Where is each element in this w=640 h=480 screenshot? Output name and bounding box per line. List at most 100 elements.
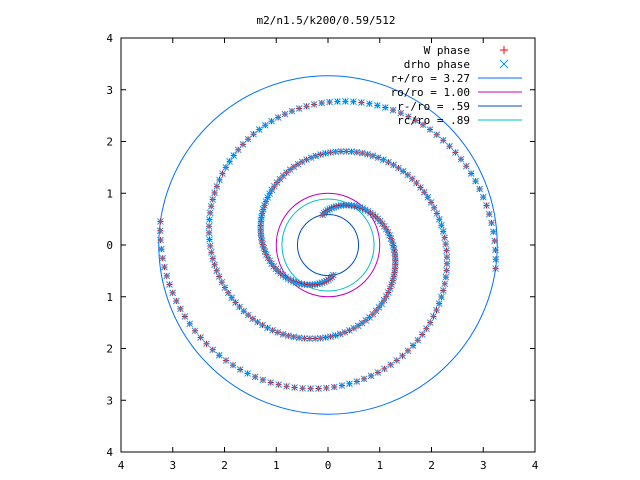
drho-phase-point — [269, 326, 276, 334]
drho-phase-point — [205, 229, 213, 237]
drho-phase-point — [259, 376, 267, 384]
drho-phase-point — [337, 148, 345, 155]
drho-phase-point — [462, 162, 470, 170]
drho-phase-point — [323, 384, 330, 392]
drho-phase-point — [399, 352, 406, 360]
drho-phase-point — [353, 148, 361, 156]
drho-phase-point — [218, 278, 226, 286]
drho-phase-point — [244, 135, 252, 143]
drho-phase-point — [358, 149, 366, 157]
y-tick-label: 3 — [106, 84, 113, 97]
drho-phase-point — [332, 332, 339, 339]
drho-phase-point — [381, 365, 388, 373]
drho-phase-point — [427, 199, 435, 206]
drho-phase-point — [209, 196, 217, 203]
drho-phase-point — [479, 193, 487, 201]
drho-phase-point — [244, 370, 251, 377]
drho-phase-point — [234, 146, 242, 154]
drho-phase-point — [433, 210, 441, 217]
y-tick-label: 2 — [106, 136, 113, 149]
drho-phase-point — [259, 206, 267, 213]
legend-label: r-/ro = .59 — [397, 100, 470, 113]
drho-phase-point — [291, 384, 298, 391]
drho-phase-point — [226, 157, 233, 165]
drho-phase-point — [381, 104, 389, 111]
drho-phase-point — [264, 324, 271, 332]
drho-phase-point — [390, 161, 397, 169]
drho-phase-point — [206, 242, 214, 250]
drho-phase-point — [492, 246, 499, 254]
drho-phase-point — [334, 98, 341, 105]
drho-phase-point — [258, 210, 266, 217]
drho-phase-point — [399, 167, 407, 175]
drho-phase-point — [395, 164, 402, 172]
drho-phase-point — [397, 109, 405, 117]
drho-phase-point — [441, 234, 448, 242]
drho-phase-point — [259, 321, 266, 329]
drho-phase-point — [438, 221, 445, 229]
phase-points — [156, 98, 500, 392]
drho-phase-point — [348, 148, 355, 156]
drho-phase-point — [358, 319, 366, 327]
drho-phase-point — [295, 334, 303, 342]
drho-phase-point — [222, 164, 230, 171]
drho-phase-point — [435, 215, 443, 223]
drho-phase-point — [442, 273, 450, 281]
drho-phase-point — [283, 382, 290, 390]
drho-phase-point — [430, 204, 438, 212]
drho-phase-point — [205, 222, 213, 230]
drho-phase-point — [374, 102, 381, 109]
drho-phase-point — [206, 236, 213, 243]
drho-phase-point — [472, 177, 479, 185]
drho-phase-point — [157, 245, 165, 253]
drho-phase-point — [275, 381, 282, 388]
drho-phase-point — [316, 334, 324, 342]
drho-phase-point — [483, 202, 490, 209]
drho-phase-point — [390, 273, 398, 280]
circle-ro — [275, 192, 381, 298]
drho-phase-point — [307, 385, 314, 392]
drho-phase-point — [443, 267, 450, 274]
circle-rc — [281, 198, 375, 292]
drho-phase-point — [285, 332, 292, 340]
drho-phase-point — [391, 269, 398, 276]
drho-phase-point — [279, 330, 287, 338]
drho-phase-point — [268, 117, 275, 125]
drho-phase-point — [457, 155, 465, 163]
y-tick-label: 0 — [106, 239, 113, 252]
drho-phase-point — [439, 136, 447, 144]
drho-phase-point — [342, 148, 350, 155]
x-tick-label: 4 — [118, 459, 125, 472]
drho-phase-point — [346, 380, 353, 388]
drho-phase-point — [206, 216, 213, 223]
drho-phase-point — [239, 141, 247, 148]
drho-phase-point — [186, 320, 194, 328]
drho-phase-point — [374, 369, 382, 376]
drho-phase-point — [388, 281, 395, 288]
drho-phase-point — [267, 379, 275, 386]
drho-phase-point — [290, 333, 298, 341]
drho-phase-point — [350, 98, 357, 106]
drho-phase-point — [207, 202, 215, 210]
drho-phase-point — [211, 189, 218, 197]
drho-phase-point — [338, 382, 346, 389]
drho-phase-point — [159, 254, 167, 262]
drho-phase-point — [208, 248, 215, 256]
drho-phase-point — [389, 277, 397, 284]
drho-phase-point — [366, 100, 373, 108]
drho-phase-point — [374, 154, 382, 161]
drho-phase-point — [412, 117, 420, 124]
drho-phase-point — [315, 385, 322, 392]
drho-phase-point — [213, 183, 221, 190]
drho-phase-point — [364, 150, 371, 158]
drho-phase-point — [433, 306, 440, 314]
drho-phase-point — [467, 170, 475, 177]
drho-phase-point — [442, 240, 450, 248]
legend-label: r+/ro = 3.27 — [391, 72, 470, 85]
drho-phase-point — [215, 351, 223, 359]
circle-r — [296, 213, 360, 277]
y-tick-label: 1 — [106, 291, 113, 304]
drho-phase-point — [221, 284, 229, 291]
drho-phase-point — [488, 219, 495, 227]
